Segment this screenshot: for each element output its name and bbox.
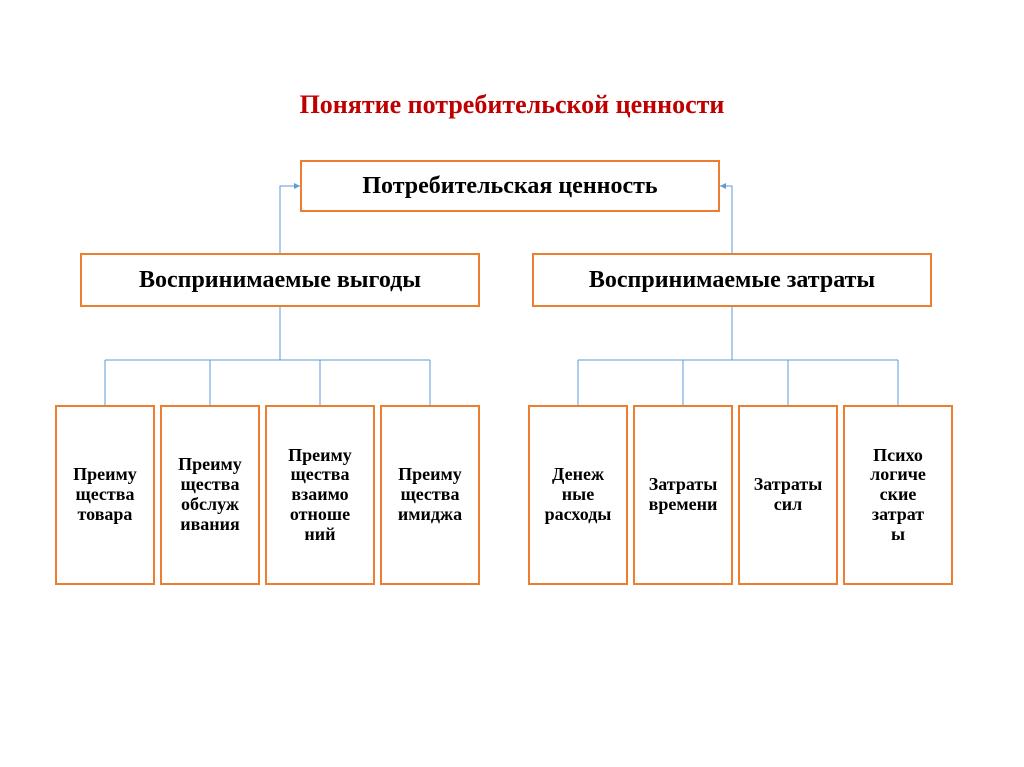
node-cost-money: Денежныерасходы [528,405,628,585]
node-benefit-product: Преимуществатовара [55,405,155,585]
node-c4-label: Психологическиезатраты [870,446,926,545]
node-cost-psych: Психологическиезатраты [843,405,953,585]
node-right: Воспринимаемые затраты [532,253,932,307]
node-b3-label: Преимуществавзаимоотношений [288,446,352,545]
node-b2-label: Преимуществаобслуживания [178,455,242,534]
node-c2-label: Затратывремени [649,475,718,515]
node-b1-label: Преимуществатовара [73,465,137,524]
node-cost-time: Затратывремени [633,405,733,585]
node-left-label: Воспринимаемые выгоды [139,267,421,293]
node-right-label: Воспринимаемые затраты [589,267,875,293]
diagram-title: Понятие потребительской ценности [0,90,1024,120]
node-c3-label: Затратысил [754,475,823,515]
node-benefit-relationship: Преимуществавзаимоотношений [265,405,375,585]
node-root: Потребительская ценность [300,160,720,212]
node-benefit-service: Преимуществаобслуживания [160,405,260,585]
node-cost-effort: Затратысил [738,405,838,585]
node-root-label: Потребительская ценность [362,173,657,199]
node-b4-label: Преимуществаимиджа [398,465,462,524]
node-left: Воспринимаемые выгоды [80,253,480,307]
node-benefit-image: Преимуществаимиджа [380,405,480,585]
node-c1-label: Денежныерасходы [545,465,612,524]
